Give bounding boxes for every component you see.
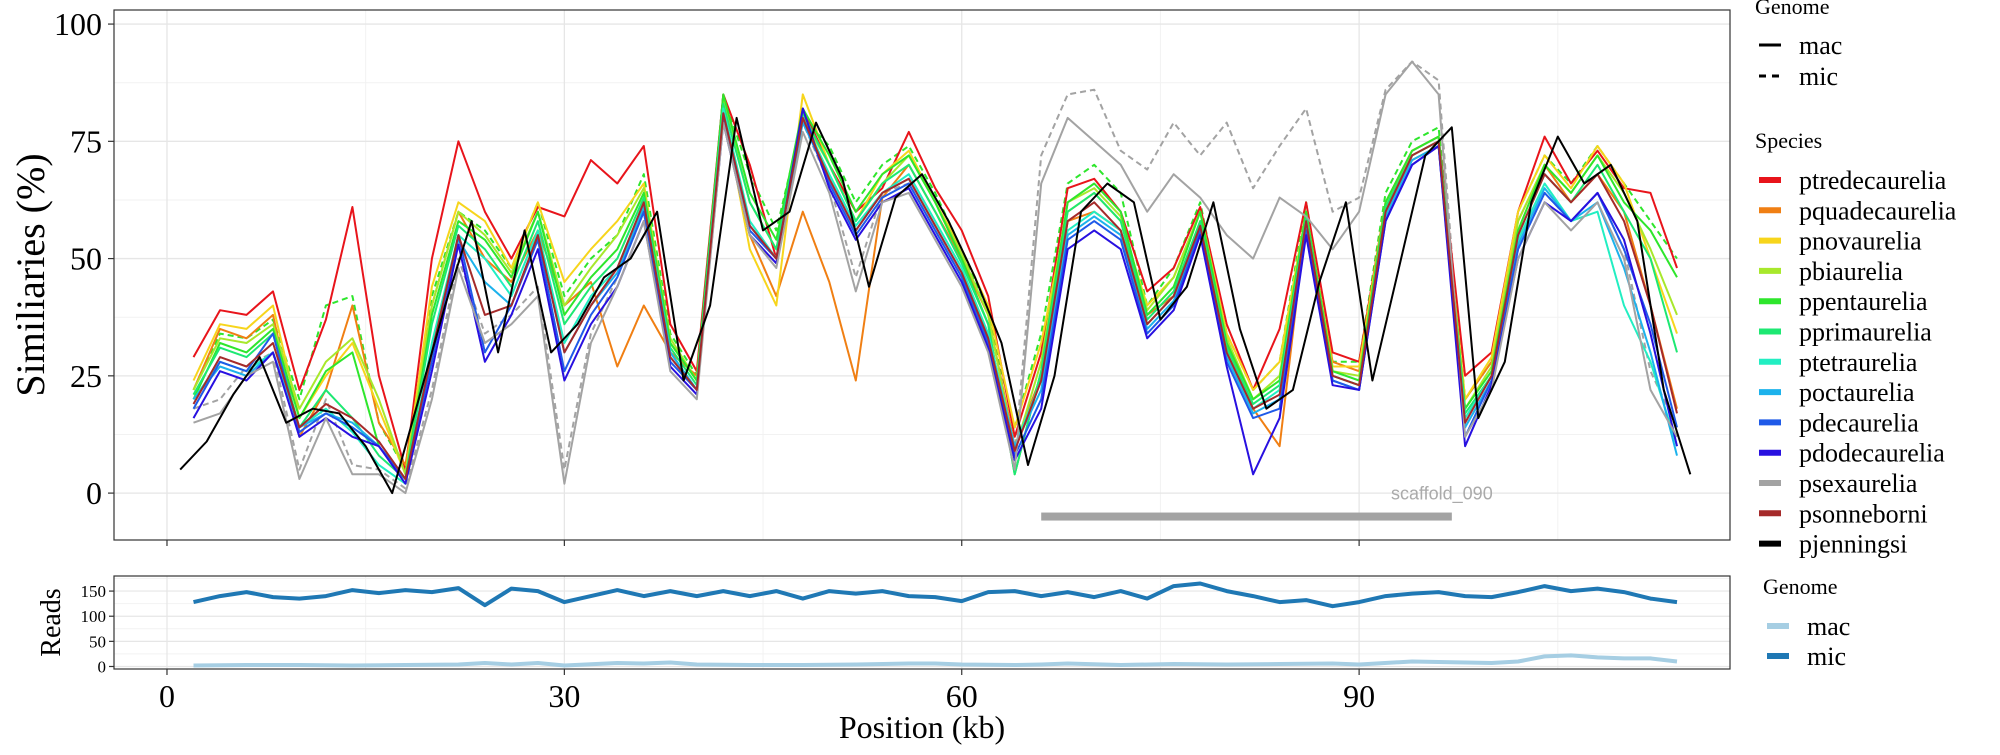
series-line-ppentaurelia-mic (192, 93, 1678, 471)
x-axis-ticks: 0 30 60 90 (159, 669, 1375, 714)
similarity-panel: scaffold_090 0 25 50 75 100 Similiaries (%) (8, 6, 1731, 546)
similarity-y-tick-label: 25 (70, 358, 102, 394)
legend-label-ptredecaurelia: ptredecaurelia (1799, 166, 1947, 195)
similarity-lines (179, 60, 1692, 495)
series-line-ppentaurelia-mac (192, 93, 1678, 480)
x-axis-label: Position (kb) (839, 709, 1005, 745)
reads-line-mac (193, 653, 1678, 668)
scaffold-bar (1041, 512, 1452, 521)
legend-label-pjenningsi: pjenningsi (1799, 530, 1907, 559)
legend-label-pdodecaurelia: pdodecaurelia (1799, 439, 1945, 468)
legend-label-mac: mac (1799, 31, 1842, 60)
reads-y-axis-label: Reads (36, 588, 67, 656)
x-tick-label: 90 (1343, 678, 1375, 714)
series-line-pdodecaurelia-mac (192, 107, 1678, 485)
scaffold-annotation: scaffold_090 (1041, 484, 1493, 521)
x-tick-label: 30 (548, 678, 580, 714)
legend-reads-title: Genome (1763, 574, 1838, 599)
similarity-frame (113, 9, 1731, 541)
reads-frame (113, 575, 1731, 670)
similarity-plot-area (114, 10, 1730, 540)
legend-label-reads-mac: mac (1807, 612, 1850, 641)
legend-label-psonneborni: psonneborni (1799, 499, 1928, 528)
legend-species-items: ptredecaureliapquadecaureliapnovaureliap… (1759, 166, 1957, 559)
reads-y-tick-label: 150 (81, 582, 107, 601)
similarity-grid (114, 10, 1730, 540)
reads-panel: 0 50 100 150 0 30 60 90 Reads Position (kb) (36, 575, 1731, 745)
legend-genome-title: Genome (1755, 0, 1830, 19)
similarity-y-tick-label: 75 (70, 123, 102, 159)
legend-label-reads-mic: mic (1807, 642, 1846, 671)
series-line-psonneborni-mac (192, 112, 1678, 480)
reads-y-tick-label: 0 (98, 657, 107, 676)
legend-label-poctaurelia: poctaurelia (1799, 378, 1915, 407)
legend-label-pbiaurelia: pbiaurelia (1799, 257, 1903, 286)
legend-label-pprimaurelia: pprimaurelia (1799, 318, 1932, 347)
reads-lines (193, 581, 1678, 668)
similarity-axis-ticks: 0 25 50 75 100 (54, 6, 1360, 546)
series-line-psexaurelia-mac (193, 60, 1678, 495)
legend-label-ppentaurelia: ppentaurelia (1799, 287, 1928, 316)
legend-label-mic: mic (1799, 62, 1838, 91)
similarity-y-tick-label: 50 (70, 241, 102, 277)
x-tick-label: 60 (946, 678, 978, 714)
legend-label-pquadecaurelia: pquadecaurelia (1799, 196, 1957, 225)
similarity-y-tick-label: 100 (54, 6, 102, 42)
reads-y-tick-label: 50 (89, 632, 106, 651)
series-line-pjenningsi-mac (179, 116, 1692, 495)
legend-species-title: Species (1755, 128, 1822, 153)
legend-label-psexaurelia: psexaurelia (1799, 469, 1918, 498)
reads-y-tick-label: 100 (81, 607, 107, 626)
similarity-y-axis-label: Similiaries (%) (8, 153, 53, 396)
series-line-psexaurelia-mic (193, 60, 1678, 490)
similarity-y-tick-label: 0 (86, 475, 102, 511)
legend-label-pnovaurelia: pnovaurelia (1799, 227, 1922, 256)
reads-line-mic (193, 581, 1678, 609)
reads-axis-ticks: 0 50 100 150 (81, 582, 114, 676)
scaffold-label: scaffold_090 (1391, 484, 1493, 505)
legend-label-pdecaurelia: pdecaurelia (1799, 408, 1919, 437)
x-tick-label: 0 (159, 678, 175, 714)
legend-label-ptetraurelia: ptetraurelia (1799, 348, 1918, 377)
